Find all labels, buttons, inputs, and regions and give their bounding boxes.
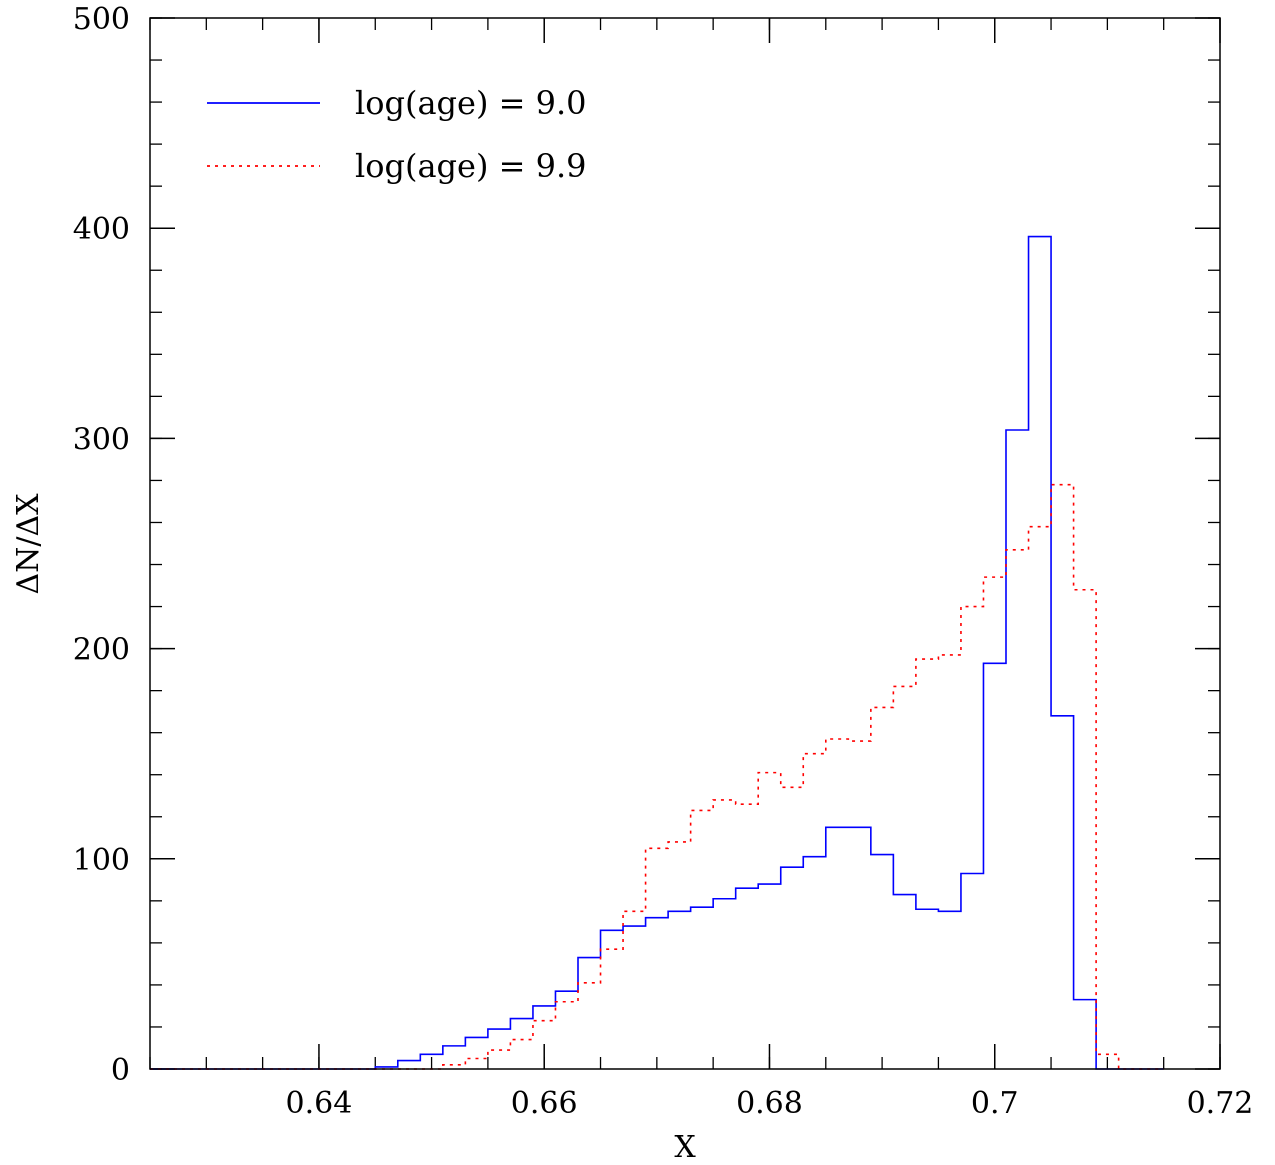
x-tick-label: 0.64: [286, 1086, 353, 1121]
series-layer: [150, 235, 1164, 1070]
legend-label-series-1: log(age) = 9.9: [355, 147, 587, 185]
legend-label-series-0: log(age) = 9.0: [355, 84, 587, 122]
x-axis-label: X: [674, 1130, 696, 1165]
y-tick-label: 400: [73, 212, 130, 247]
x-tick-label: 0.68: [736, 1086, 803, 1121]
plot-frame: [149, 17, 1221, 1070]
y-tick-label: 100: [73, 843, 130, 878]
series-step-line-0: [150, 235, 1164, 1070]
y-tick-label: 200: [73, 633, 130, 668]
x-tick-label: 0.72: [1187, 1086, 1254, 1121]
x-tick-labels: 0.64 0.66 0.68 0.7 0.72: [286, 1086, 1254, 1121]
legend: log(age) = 9.0 log(age) = 9.9: [207, 84, 587, 185]
x-tick-label: 0.66: [511, 1086, 578, 1121]
series-step-line-1: [150, 483, 1164, 1070]
y-tick-label: 300: [73, 422, 130, 457]
y-tick-label: 500: [73, 2, 130, 37]
x-tick-label: 0.7: [971, 1086, 1019, 1121]
y-axis-label: ΔN/ΔX: [11, 493, 46, 595]
y-tick-label: 0: [111, 1053, 130, 1088]
y-tick-labels: 0 100 200 300 400 500: [73, 2, 130, 1088]
